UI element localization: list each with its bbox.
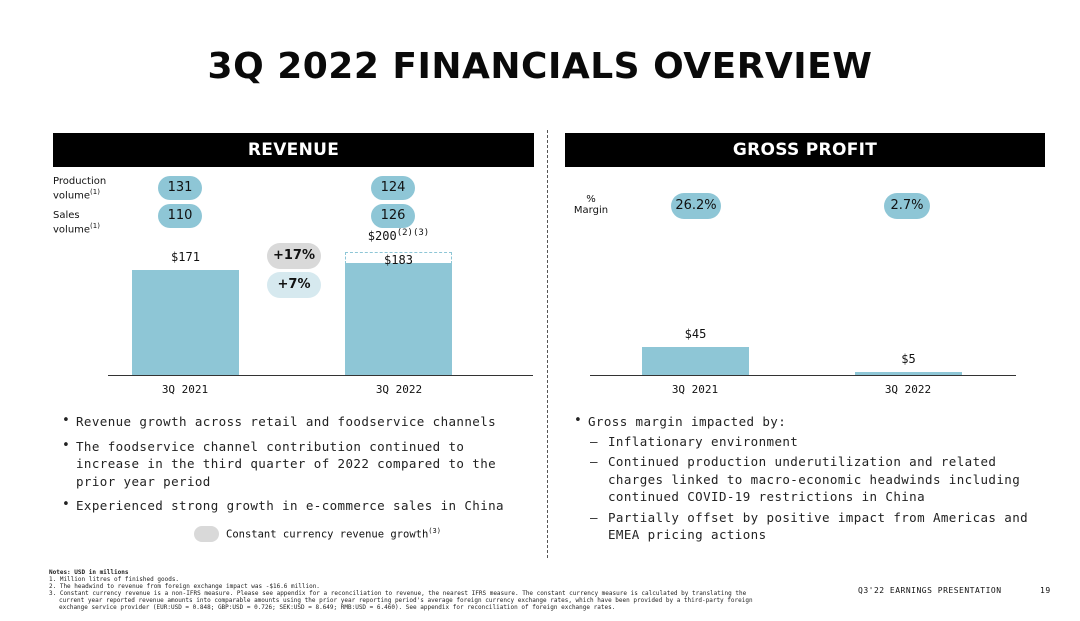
margin-2021-pill: 26.2% bbox=[671, 193, 721, 219]
margin-label: % Margin bbox=[573, 194, 609, 216]
footnotes: Notes: USD in millions 1. Million litres… bbox=[49, 569, 809, 611]
revenue-constant-currency-value: $200(2)(3) bbox=[367, 228, 430, 244]
revenue-bullet: The foodservice channel contribution con… bbox=[56, 437, 531, 491]
note-line: 2. The headwind to revenue from foreign … bbox=[49, 583, 320, 590]
gross-profit-xlabel-3q2021: 3Q 2021 bbox=[671, 383, 719, 396]
revenue-value-3q2022: $183 bbox=[384, 253, 413, 268]
revenue-axis-line bbox=[108, 375, 533, 376]
page-number: 19 bbox=[1040, 586, 1051, 595]
gross-profit-value-3q2021: $45 bbox=[684, 327, 707, 342]
footer-label: Q3'22 EARNINGS PRESENTATION bbox=[858, 586, 1002, 595]
revenue-bullet: Experienced strong growth in e-commerce … bbox=[56, 496, 531, 515]
gross-profit-xlabel-3q2022: 3Q 2022 bbox=[884, 383, 932, 396]
production-2022-pill: 124 bbox=[371, 176, 415, 200]
note-line: 1. Million litres of finished goods. bbox=[49, 576, 180, 583]
gross-profit-sub-bullet: Inflationary environment bbox=[568, 433, 1030, 451]
gross-profit-axis-line bbox=[590, 375, 1016, 376]
revenue-bar-3q2021 bbox=[132, 270, 239, 375]
sales-2022-pill: 126 bbox=[371, 204, 415, 228]
gross-profit-value-3q2022: $5 bbox=[901, 351, 916, 366]
production-2021-pill: 131 bbox=[158, 176, 202, 200]
sales-volume-label: Sales volume(1) bbox=[53, 210, 100, 236]
revenue-bar-3q2022 bbox=[345, 262, 452, 375]
revenue-header: REVENUE bbox=[53, 133, 534, 167]
revenue-xlabel-3q2021: 3Q 2021 bbox=[161, 383, 209, 396]
notes-heading: Notes: USD in millions bbox=[49, 569, 129, 576]
note-line: exchange service provider (EUR:USD = 0.8… bbox=[59, 604, 616, 611]
revenue-xlabel-3q2022: 3Q 2022 bbox=[375, 383, 423, 396]
note-line: current year reported revenue amounts in… bbox=[59, 597, 753, 604]
note-line: 3. Constant currency revenue is a non-IF… bbox=[49, 590, 747, 597]
constant-currency-growth-badge: +7% bbox=[267, 272, 321, 298]
revenue-bullets: Revenue growth across retail and foodser… bbox=[56, 412, 531, 522]
legend-swatch bbox=[194, 526, 219, 542]
revenue-value-3q2021: $171 bbox=[171, 250, 200, 265]
production-volume-label: Production volume(1) bbox=[53, 176, 107, 202]
gross-profit-header: GROSS PROFIT bbox=[565, 133, 1045, 167]
revenue-chart: $171 $183 $200(2)(3) bbox=[108, 228, 533, 376]
gross-profit-sub-bullet: Continued production underutilization an… bbox=[568, 453, 1030, 506]
gross-profit-bullet: Gross margin impacted by: bbox=[568, 412, 1030, 431]
gross-profit-sub-bullet: Partially offset by positive impact from… bbox=[568, 509, 1030, 544]
revenue-bullet: Revenue growth across retail and foodser… bbox=[56, 412, 531, 431]
gross-profit-bullets: Gross margin impacted by: Inflationary e… bbox=[568, 412, 1030, 545]
margin-2022-pill: 2.7% bbox=[884, 193, 930, 219]
reported-growth-badge: +17% bbox=[267, 243, 321, 269]
sales-2021-pill: 110 bbox=[158, 204, 202, 228]
revenue-constant-currency-outline bbox=[345, 252, 452, 264]
section-divider bbox=[547, 130, 548, 558]
gross-profit-bar-3q2022 bbox=[855, 371, 962, 375]
gross-profit-bar-3q2021 bbox=[642, 347, 749, 375]
gross-profit-chart: $45 $5 bbox=[590, 240, 1016, 376]
legend-label: Constant currency revenue growth(3) bbox=[226, 527, 441, 541]
page-title: 3Q 2022 FINANCIALS OVERVIEW bbox=[207, 46, 873, 87]
